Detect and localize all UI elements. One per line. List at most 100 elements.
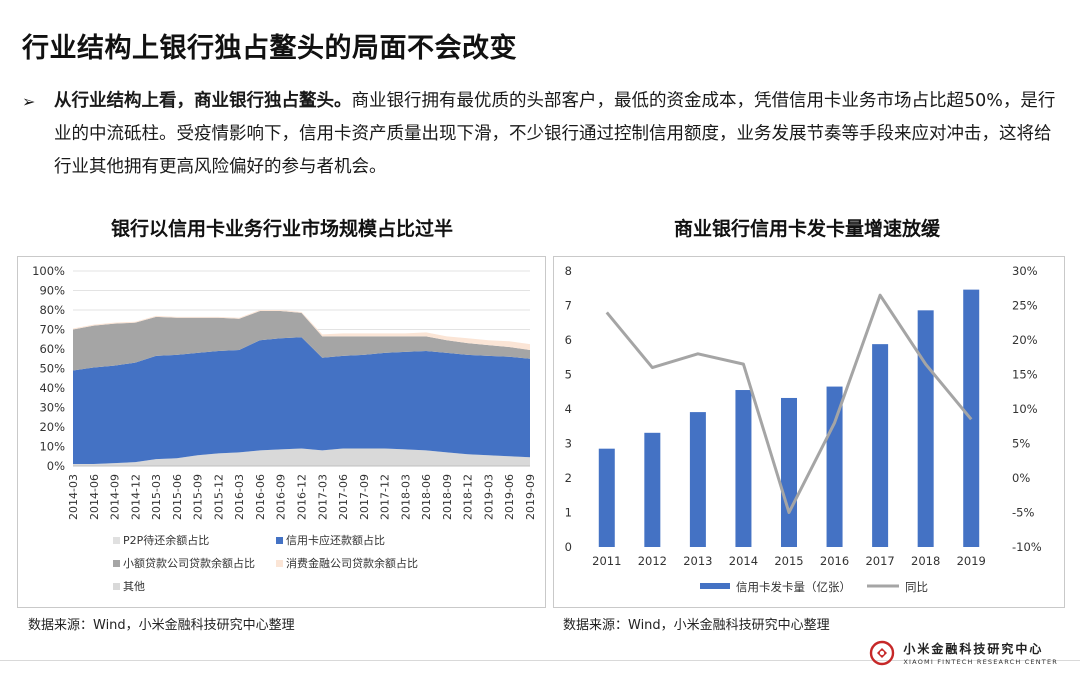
- legend-swatch: [700, 583, 730, 589]
- x-tick-label: 2017: [865, 554, 894, 568]
- x-tick-label: 2014: [729, 554, 758, 568]
- x-tick-label: 2014-03: [67, 474, 80, 520]
- legend-swatch: [113, 560, 120, 567]
- x-tick-label: 2019-06: [503, 474, 516, 520]
- x-tick-label: 2017-12: [379, 474, 392, 520]
- x-tick-label: 2012: [638, 554, 667, 568]
- legend-label: 其他: [123, 580, 145, 593]
- y2-tick-label: 5%: [1012, 437, 1030, 451]
- legend-swatch: [276, 560, 283, 567]
- y-tick-label: 40%: [39, 381, 65, 395]
- y-tick-label: 20%: [39, 420, 65, 434]
- legend-label: 消费金融公司贷款余额占比: [286, 556, 418, 570]
- right-chart-title: 商业银行信用卡发卡量增速放缓: [673, 218, 940, 240]
- y-tick-label: 60%: [39, 342, 65, 356]
- y-tick-label: 80%: [39, 303, 65, 317]
- left-chart-source: 数据来源：Wind，小米金融科技研究中心整理: [28, 618, 295, 633]
- x-tick-label: 2014-12: [129, 474, 142, 520]
- x-tick-label: 2019: [957, 554, 986, 568]
- summary-body: 商业银行拥有最优质的头部客户，最低的资金成本，凭借信用卡业务市场占比超50%，是…: [54, 91, 1056, 177]
- right-chart-source: 数据来源：Wind，小米金融科技研究中心整理: [563, 618, 830, 633]
- y-tick-label: 7: [565, 299, 572, 313]
- x-tick-label: 2018-03: [399, 474, 412, 520]
- y-tick-label: 10%: [39, 440, 65, 454]
- y-tick-label: 8: [565, 264, 572, 278]
- bar: [826, 386, 843, 547]
- x-tick-label: 2015-09: [192, 474, 205, 520]
- x-tick-label: 2011: [592, 554, 621, 568]
- legend-swatch: [113, 537, 120, 544]
- bar: [735, 390, 752, 547]
- legend-label: 信用卡发卡量（亿张）: [736, 580, 851, 594]
- legend-label: 信用卡应还款额占比: [286, 533, 385, 547]
- left-chart-title: 银行以信用卡业务行业市场规模占比过半: [110, 218, 453, 240]
- area-chart: 0% 10% 20% 30% 40% 50% 60% 70% 80% 90% 100% 2014-03…: [32, 264, 537, 593]
- y-tick-label: 0%: [47, 459, 65, 473]
- y-tick-label: 70%: [39, 323, 65, 337]
- x-tick-label: 2015-06: [171, 474, 184, 520]
- right-chart-panel: 0 1 2 3 4 5 6 7 8 -10% -5% 0% 5% 10% 15% 20% 25% 30% 2011 2…: [553, 256, 1065, 608]
- x-tick-label: 2017-06: [337, 474, 350, 520]
- bar: [917, 310, 934, 547]
- bar: [689, 412, 706, 547]
- x-tick-label: 2016-12: [296, 474, 309, 520]
- y2-tick-label: 25%: [1012, 299, 1038, 313]
- x-tick-label: 2015-12: [212, 474, 225, 520]
- legend-swatch: [113, 583, 120, 590]
- x-tick-label: 2013: [683, 554, 712, 568]
- legend-swatch: [276, 537, 283, 544]
- y-tick-label: 90%: [39, 284, 65, 298]
- y2-tick-label: 10%: [1012, 402, 1038, 416]
- brand-name-en: XIAOMI FINTECH RESEARCH CENTER: [903, 658, 1058, 666]
- x-tick-label: 2017-09: [358, 474, 371, 520]
- area-series: [73, 337, 530, 465]
- y-tick-label: 3: [565, 437, 572, 451]
- y-tick-label: 0: [565, 540, 572, 554]
- y-tick-label: 6: [565, 333, 572, 347]
- page-title: 行业结构上银行独占鳌头的局面不会改变: [22, 33, 517, 64]
- x-tick-label: 2015: [774, 554, 803, 568]
- legend-label: 小额贷款公司贷款余额占比: [123, 556, 255, 570]
- x-tick-label: 2019-09: [524, 474, 537, 520]
- x-tick-label: 2016-09: [275, 474, 288, 520]
- x-tick-label: 2018-12: [462, 474, 475, 520]
- brand-logo: 小米金融科技研究中心 XIAOMI FINTECH RESEARCH CENTE…: [869, 640, 1058, 666]
- y-tick-label: 30%: [39, 401, 65, 415]
- x-tick-label: 2018-06: [420, 474, 433, 520]
- legend-label: 同比: [905, 580, 928, 594]
- x-tick-label: 2015-03: [150, 474, 163, 520]
- y-tick-label: 5: [565, 368, 572, 382]
- brand-icon: [870, 640, 895, 666]
- area-series: [73, 310, 530, 371]
- x-tick-label: 2018-09: [441, 474, 454, 520]
- x-tick-label: 2014-06: [88, 474, 101, 520]
- y2-tick-label: 15%: [1012, 368, 1038, 382]
- y-tick-label: 4: [565, 402, 572, 416]
- left-chart-panel: 0% 10% 20% 30% 40% 50% 60% 70% 80% 90% 100% 2014-03…: [17, 256, 546, 608]
- y2-tick-label: -10%: [1012, 540, 1042, 554]
- brand-name-cn: 小米金融科技研究中心: [903, 642, 1044, 656]
- area-series: [73, 448, 530, 466]
- bar-line-chart: 0 1 2 3 4 5 6 7 8 -10% -5% 0% 5% 10% 15% 20% 25% 30% 2011 2…: [565, 264, 1042, 594]
- x-tick-label: 2019-03: [482, 474, 495, 520]
- y-tick-label: 2: [565, 471, 572, 485]
- x-tick-label: 2016-06: [254, 474, 267, 520]
- y2-tick-label: 30%: [1012, 264, 1038, 278]
- y-tick-label: 50%: [39, 362, 65, 376]
- bullet-arrow-icon: ➢: [22, 92, 36, 111]
- x-tick-label: 2016-03: [233, 474, 246, 520]
- x-tick-label: 2014-09: [109, 474, 122, 520]
- y2-tick-label: -5%: [1012, 506, 1034, 520]
- line-series: [605, 293, 973, 514]
- y2-tick-label: 0%: [1012, 471, 1030, 485]
- footer-divider: [0, 660, 1080, 661]
- y2-tick-label: 20%: [1012, 333, 1038, 347]
- x-tick-label: 2017-03: [316, 474, 329, 520]
- x-tick-label: 2018: [911, 554, 940, 568]
- summary-paragraph: ➢ 从行业结构上看，商业银行独占鳌头。商业银行拥有最优质的头部客户，最低的资金成…: [22, 85, 1062, 184]
- bar: [598, 448, 615, 547]
- summary-lead: 从行业结构上看，商业银行独占鳌头。: [54, 91, 352, 111]
- bar: [872, 344, 889, 547]
- x-tick-label: 2016: [820, 554, 849, 568]
- y-tick-label: 100%: [32, 264, 65, 278]
